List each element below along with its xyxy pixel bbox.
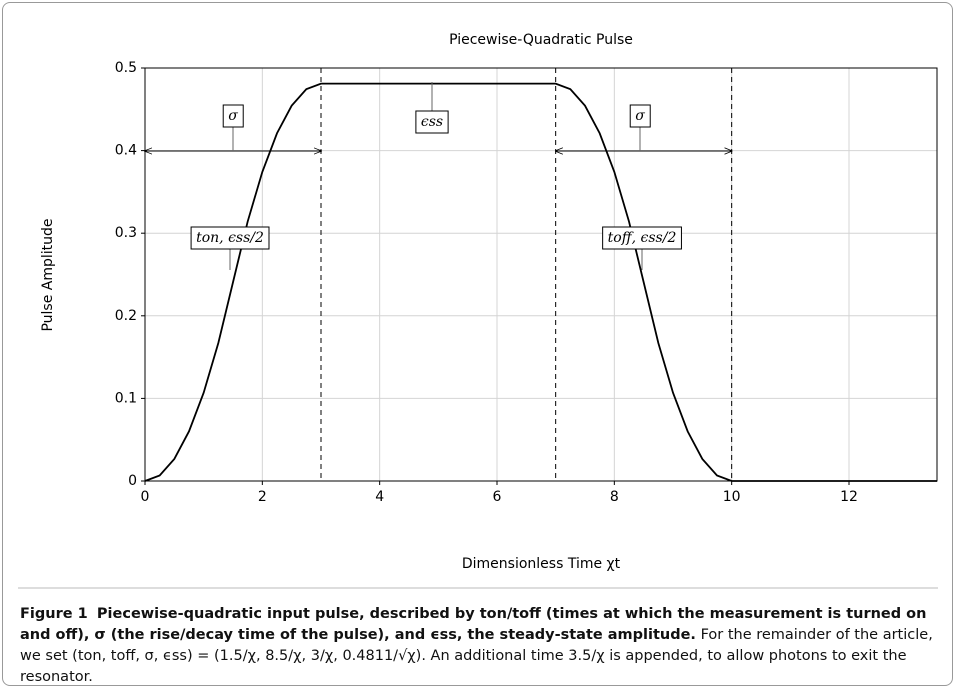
annotation: ϵss (421, 114, 443, 130)
x-tick-label: 8 (610, 489, 619, 505)
x-tick-label: 2 (258, 489, 267, 505)
x-tick-label: 12 (840, 489, 858, 505)
annotation-box (415, 110, 449, 134)
caption-body: For the remainder of the article, we set… (20, 627, 933, 685)
x-axis-label: Dimensionless Time χt (462, 556, 621, 572)
annotation: toff, ϵss/2 (608, 230, 677, 246)
x-tick-label: 0 (141, 489, 150, 505)
y-tick-label: 0.2 (115, 308, 137, 324)
plot-frame (144, 67, 938, 482)
annotation-box (629, 104, 651, 128)
caption-label: Figure 1 (20, 606, 88, 622)
x-tick-label: 6 (493, 489, 502, 505)
caption-bold: Piecewise-quadratic input pulse, describ… (20, 606, 927, 643)
annotation: ton, ϵss/2 (196, 230, 264, 246)
y-axis-label: Pulse Amplitude (40, 218, 56, 331)
y-tick-label: 0.5 (115, 60, 137, 76)
x-tick-label: 4 (375, 489, 384, 505)
chart: Piecewise-Quadratic Pulse Dimensionless … (18, 32, 938, 589)
chart-title: Piecewise-Quadratic Pulse (449, 32, 633, 48)
x-tick-label: 10 (723, 489, 741, 505)
annotation-box (190, 226, 270, 250)
annotation: σ (228, 108, 238, 124)
annotation: σ (635, 108, 645, 124)
y-tick-label: 0.1 (115, 390, 137, 406)
pulse-line (144, 82, 937, 482)
annotation-box (602, 226, 682, 250)
y-tick-label: 0.3 (115, 225, 137, 241)
y-tick-label: 0.4 (115, 143, 137, 159)
annotation-box (222, 104, 244, 128)
caption: Figure 1 Piecewise-quadratic input pulse… (20, 604, 940, 688)
y-tick-label: 0 (128, 473, 137, 489)
